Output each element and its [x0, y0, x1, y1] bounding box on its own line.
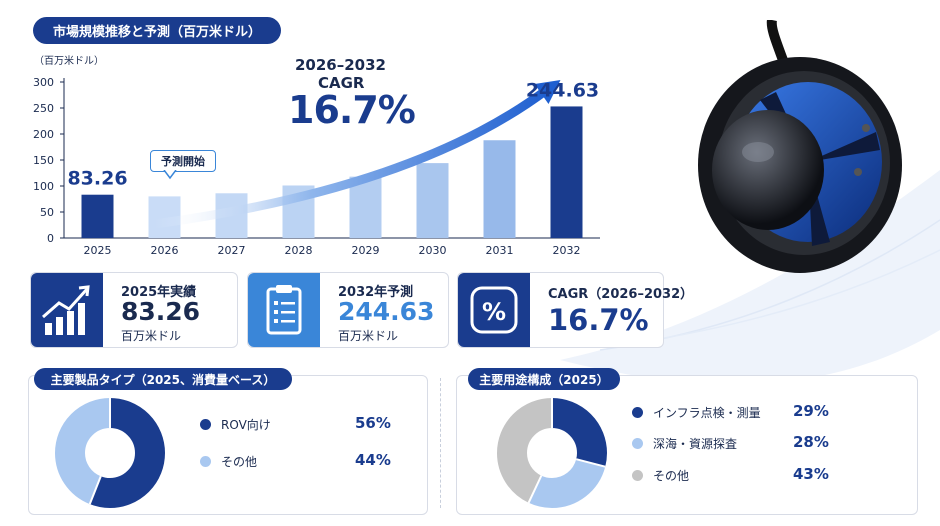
donut-separator	[527, 475, 543, 504]
y-tick-label: 50	[40, 206, 54, 219]
x-tick-label: 2031	[486, 244, 514, 257]
growth-trend-arrow	[150, 85, 551, 229]
legend-value: 44%	[355, 451, 391, 469]
data-label-2032: 244.63	[526, 79, 599, 101]
donut-separator	[575, 458, 606, 468]
x-tick-label: 2030	[419, 244, 447, 257]
data-label-2025: 83.26	[67, 168, 127, 190]
growth-chart-icon	[31, 273, 103, 347]
kpi-card-cagr: % CAGR（2026–2032） 16.7%	[457, 272, 693, 348]
kpi-value: 244.63	[338, 297, 435, 326]
legend-swatch	[632, 438, 643, 449]
forecast-start-label: 予測開始	[161, 155, 205, 168]
bar-2030	[416, 163, 449, 238]
legend-swatch	[200, 419, 211, 430]
kpi-title: 2025年実績	[121, 285, 197, 300]
y-tick-label: 100	[33, 180, 54, 193]
kpi-card-2025-actual: 2025年実績 83.26 百万米ドル	[30, 272, 238, 348]
x-tick-label: 2027	[218, 244, 246, 257]
legend-swatch	[632, 407, 643, 418]
legend-item-other: その他	[200, 453, 257, 470]
application-title: 主要用途構成（2025）	[468, 368, 620, 390]
legend-item-rov: ROV向け	[200, 416, 271, 433]
legend-label: 深海・資源探査	[653, 437, 738, 451]
kpi-unit: 百万米ドル	[338, 329, 399, 343]
legend-label: その他	[653, 469, 690, 483]
kpi-unit: 百万米ドル	[121, 329, 182, 343]
legend-item-deep-sea: 深海・資源探査	[632, 435, 737, 452]
product-type-title: 主要製品タイプ（2025、消費量ベース）	[34, 368, 292, 390]
x-tick-label: 2028	[285, 244, 313, 257]
legend-value: 29%	[793, 402, 829, 420]
legend-item-infrastructure: インフラ点検・測量	[632, 404, 761, 421]
x-tick-label: 2025	[84, 244, 112, 257]
cagr-period: 2026–2032	[295, 56, 386, 74]
legend-swatch	[200, 456, 211, 467]
bar-2031	[483, 140, 516, 238]
percent-icon: %	[458, 273, 530, 347]
legend-label: その他	[221, 455, 258, 469]
x-tick-label: 2029	[352, 244, 380, 257]
legend-item-other: その他	[632, 467, 689, 484]
cagr-value: 16.7%	[288, 88, 416, 132]
donut-separator	[88, 475, 102, 505]
market-size-bar-chart: （百万米ドル） 0 50 100 150 200 250 300 2025 2026 2027 202…	[33, 54, 600, 257]
y-tick-label: 150	[33, 154, 54, 167]
legend-swatch	[632, 470, 643, 481]
cagr-label: CAGR	[318, 74, 365, 92]
product-type-donut	[55, 398, 165, 508]
y-tick-label: 250	[33, 102, 54, 115]
growth-trend-arrowhead	[534, 80, 561, 104]
legend-value: 28%	[793, 433, 829, 451]
y-tick-label: 200	[33, 128, 54, 141]
svg-text:%: %	[482, 298, 506, 326]
application-donut	[497, 398, 607, 508]
y-axis-unit-label: （百万米ドル）	[34, 54, 104, 67]
bar-2025	[81, 194, 114, 238]
kpi-value: 16.7%	[548, 303, 649, 337]
legend-value: 43%	[793, 465, 829, 483]
legend-value: 56%	[355, 414, 391, 432]
legend-label: ROV向け	[221, 418, 271, 432]
underwater-thruster-image	[698, 20, 902, 273]
clipboard-icon	[248, 273, 320, 347]
bar-2029	[349, 176, 382, 238]
kpi-card-2032-forecast: 2032年予測 244.63 百万米ドル	[247, 272, 449, 348]
donut-slice-1	[497, 398, 607, 508]
callout-pointer	[163, 170, 177, 180]
y-tick-label: 300	[33, 76, 54, 89]
x-tick-label: 2032	[553, 244, 581, 257]
legend-label: インフラ点検・測量	[653, 406, 761, 420]
panel-divider	[440, 378, 441, 508]
kpi-title: 2032年予測	[338, 285, 414, 300]
x-tick-label: 2026	[151, 244, 179, 257]
chart-title: 市場規模推移と予測（百万米ドル）	[33, 17, 281, 44]
kpi-title: CAGR（2026–2032）	[548, 287, 694, 302]
kpi-value: 83.26	[121, 297, 201, 326]
bar-2032	[550, 106, 583, 238]
y-tick-label: 0	[47, 232, 54, 245]
forecast-start-callout: 予測開始	[150, 150, 216, 172]
